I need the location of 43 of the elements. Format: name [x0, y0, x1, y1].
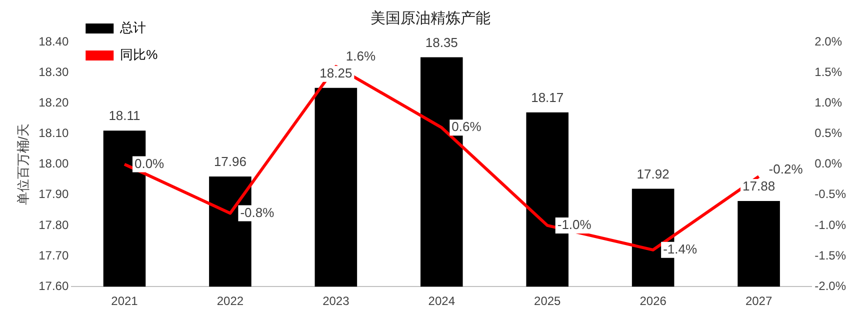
data-label: -1.0% — [557, 217, 592, 232]
y-tick-label: 18.00 — [38, 156, 69, 171]
y2-tick-label: -1.0% — [814, 218, 846, 232]
y2-tick-label: 2.0% — [814, 34, 842, 48]
x-tick-label: 2023 — [322, 294, 350, 308]
y2-tick-label: -1.5% — [814, 248, 846, 262]
y-tick-label: 18.40 — [38, 34, 69, 48]
y-tick-label: 17.70 — [38, 248, 69, 262]
data-label: 0.0% — [134, 156, 165, 171]
x-tick-label: 2026 — [640, 294, 667, 308]
chart-title: 美国原油精炼产能 — [370, 10, 490, 28]
y-tick-label: 17.90 — [38, 187, 69, 202]
legend-label: 总计 — [119, 20, 146, 36]
data-label: 18.17 — [531, 90, 564, 105]
data-label: 17.92 — [636, 166, 670, 182]
x-tick-label: 2025 — [534, 294, 562, 308]
data-label: 18.25 — [320, 65, 352, 80]
y2-tick-label: 0.5% — [814, 126, 842, 140]
data-label: 17.88 — [742, 178, 776, 194]
data-label: -0.2% — [768, 162, 804, 177]
y-tick-label: 18.20 — [38, 95, 69, 110]
y-axis-title: 单位百万桶/天 — [15, 123, 30, 206]
y-tick-label: 17.60 — [38, 278, 69, 293]
data-label: 17.96 — [214, 154, 246, 170]
x-tick-label: 2024 — [428, 294, 456, 308]
y2-tick-label: 1.0% — [814, 95, 842, 110]
y2-tick-label: -0.5% — [814, 187, 846, 202]
data-label: 18.11 — [108, 108, 140, 124]
data-label: 18.35 — [425, 34, 458, 50]
y2-tick-label: 0.0% — [814, 156, 842, 171]
x-tick-label: 2021 — [111, 294, 138, 308]
x-tick-label: 2027 — [745, 294, 772, 308]
y-tick-label: 17.80 — [38, 218, 69, 232]
y2-tick-label: -2.0% — [814, 278, 846, 293]
data-label: -1.4% — [663, 241, 698, 256]
data-label: 0.6% — [452, 119, 482, 134]
data-label: 1.6% — [346, 48, 376, 64]
legend-label: 同比% — [120, 47, 158, 62]
x-tick-label: 2022 — [216, 294, 244, 308]
y-tick-label: 18.30 — [38, 64, 69, 79]
y2-tick-label: 1.5% — [814, 64, 842, 79]
data-label: -0.8% — [240, 204, 275, 220]
y-tick-label: 18.10 — [38, 126, 69, 140]
